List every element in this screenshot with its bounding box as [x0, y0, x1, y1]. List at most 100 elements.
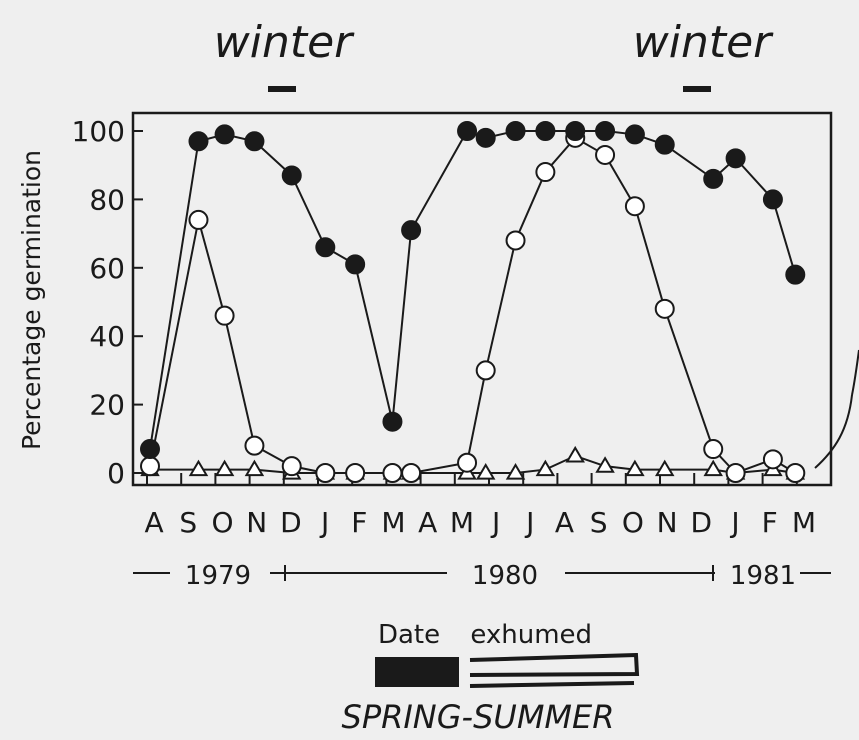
x-tick-label-3: N — [246, 506, 267, 539]
x-tick-label-12: A — [555, 506, 574, 539]
point-open-circle-3 — [244, 435, 265, 456]
point-filled-circle-5 — [315, 237, 336, 258]
x-tick-label-0: A — [145, 506, 164, 539]
x-tick-label-13: S — [590, 506, 608, 539]
point-open-triangle-2 — [214, 459, 235, 477]
x-tick-label-10: J — [490, 506, 500, 539]
x-tick-label-18: F — [762, 506, 778, 539]
x-tick-label-9: M — [450, 506, 474, 539]
x-tick-label-19: M — [792, 506, 816, 539]
point-open-triangle-12 — [535, 459, 556, 477]
point-filled-circle-15 — [624, 124, 645, 145]
series-line-open-circle — [149, 136, 796, 475]
year-label-1981: 1981 — [730, 561, 796, 591]
point-filled-circle-4 — [281, 165, 302, 186]
point-filled-circle-2 — [214, 124, 235, 145]
point-open-circle-1 — [188, 209, 209, 230]
point-open-circle-9 — [457, 452, 478, 473]
point-open-circle-20 — [785, 463, 806, 483]
point-open-circle-15 — [624, 196, 645, 217]
point-open-triangle-10 — [475, 463, 496, 480]
point-filled-circle-8 — [401, 220, 422, 241]
plot-frame — [131, 111, 833, 487]
winter-underline-left — [268, 86, 296, 92]
x-tick-label-6: F — [351, 506, 367, 539]
x-axis-label: Date exhumed — [378, 620, 592, 650]
point-open-triangle-15 — [625, 459, 645, 477]
x-tick-label-4: D — [280, 506, 302, 539]
year-timeline: 1979 1980 1981 — [133, 561, 831, 591]
y-tick-label-60: 60 — [89, 252, 125, 285]
x-tick-label-8: A — [418, 506, 437, 539]
pen-curve — [814, 349, 859, 469]
x-tick-label-14: O — [622, 506, 644, 539]
point-open-triangle-1 — [188, 459, 209, 477]
year-label-1979: 1979 — [185, 561, 251, 591]
point-filled-circle-9 — [457, 121, 478, 141]
x-tick-label-7: M — [381, 506, 405, 539]
x-tick-label-5: J — [319, 506, 329, 539]
point-open-circle-4 — [281, 456, 302, 477]
point-open-circle-19 — [762, 449, 783, 470]
point-open-circle-10 — [475, 360, 496, 381]
x-tick-label-1: S — [179, 506, 197, 539]
point-filled-circle-14 — [595, 121, 616, 141]
point-filled-circle-3 — [244, 131, 265, 152]
point-open-triangle-3 — [244, 459, 265, 477]
point-open-circle-7 — [382, 463, 403, 483]
y-tick-label-40: 40 — [89, 320, 125, 353]
point-open-circle-6 — [345, 463, 366, 483]
x-tick-label-2: O — [211, 506, 233, 539]
point-open-triangle-11 — [505, 463, 526, 480]
point-open-circle-0 — [140, 456, 160, 477]
point-filled-circle-16 — [654, 134, 675, 155]
point-open-circle-18 — [725, 463, 746, 483]
point-filled-circle-20 — [785, 264, 806, 285]
y-axis-ticks: 0 20 40 60 80 100 — [72, 115, 143, 490]
point-filled-circle-1 — [188, 131, 209, 152]
winter-annotation-right: winter — [633, 17, 774, 68]
point-open-triangle-17 — [703, 459, 723, 477]
spring-summer-annotation: SPRING-SUMMER — [342, 698, 615, 736]
point-open-triangle-16 — [654, 459, 675, 477]
y-tick-label-0: 0 — [107, 457, 125, 490]
x-tick-label-17: J — [729, 506, 739, 539]
year-label-1980: 1980 — [472, 561, 538, 591]
point-filled-circle-12 — [535, 121, 556, 141]
y-tick-label-80: 80 — [89, 183, 125, 216]
y-tick-label-20: 20 — [89, 389, 125, 422]
series-open-circle — [140, 127, 806, 483]
point-filled-circle-10 — [475, 127, 496, 148]
point-filled-circle-19 — [762, 189, 783, 210]
point-open-triangle-14 — [595, 456, 615, 473]
summer-scribble-lines — [469, 652, 640, 688]
winter-underline-right — [683, 86, 711, 92]
point-open-circle-14 — [595, 144, 616, 165]
point-filled-circle-13 — [565, 121, 586, 141]
point-open-circle-8 — [401, 463, 422, 483]
x-tick-label-15: N — [657, 506, 678, 539]
series-layer — [140, 121, 806, 483]
x-tick-label-16: D — [691, 506, 713, 539]
point-open-circle-12 — [535, 162, 556, 183]
point-open-triangle-13 — [565, 445, 585, 463]
y-tick-label-100: 100 — [72, 115, 125, 148]
point-filled-circle-6 — [345, 254, 366, 275]
y-axis-label: Percentage germination — [17, 150, 46, 450]
point-filled-circle-18 — [725, 148, 746, 169]
point-open-circle-5 — [315, 463, 336, 483]
point-filled-circle-17 — [703, 168, 724, 189]
winter-scribble-block — [375, 657, 459, 687]
point-open-circle-2 — [214, 305, 235, 326]
point-open-circle-11 — [505, 230, 526, 251]
point-open-circle-17 — [703, 439, 724, 460]
point-filled-circle-7 — [382, 411, 403, 432]
x-tick-label-11: J — [524, 506, 534, 539]
series-line-filled-circle — [149, 129, 797, 450]
series-filled-circle — [140, 121, 806, 460]
point-open-circle-16 — [654, 298, 675, 319]
point-filled-circle-0 — [140, 439, 160, 460]
point-filled-circle-11 — [505, 121, 526, 141]
